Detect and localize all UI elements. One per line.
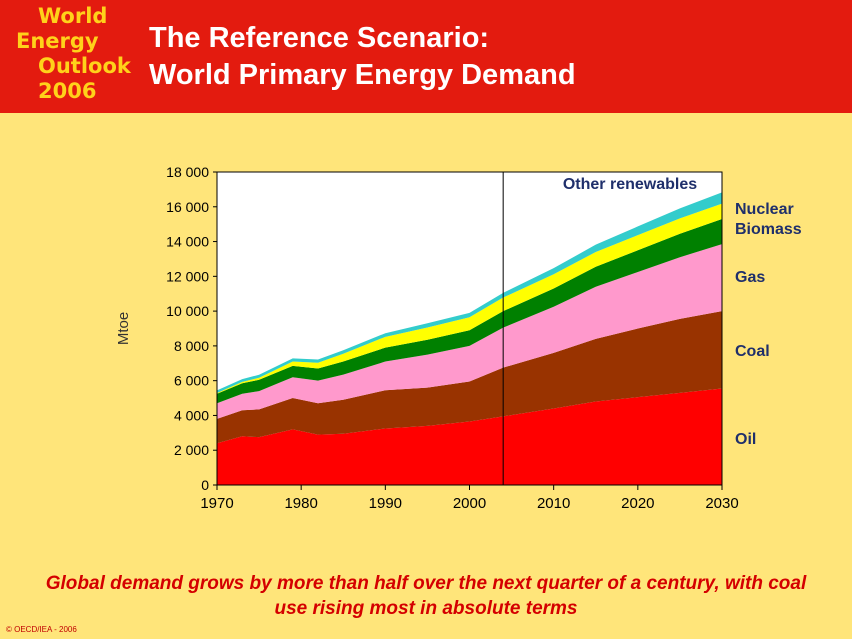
y-tick-label: 2 000 xyxy=(174,442,209,458)
logo-line-3: Outlook xyxy=(38,54,131,78)
slide-title: The Reference Scenario: World Primary En… xyxy=(149,20,576,94)
y-tick-label: 0 xyxy=(201,477,209,493)
area-nuclear xyxy=(217,203,722,394)
area-other-renewables xyxy=(217,192,722,394)
caption: Global demand grows by more than half ov… xyxy=(45,573,807,619)
area-oil xyxy=(217,388,722,485)
x-tick-label: 1970 xyxy=(200,495,233,512)
y-tick-label: 6 000 xyxy=(174,373,209,389)
copyright: © OECD/IEA - 2006 xyxy=(6,625,77,634)
x-tick-label: 2010 xyxy=(537,495,570,512)
x-tick-label: 2000 xyxy=(453,495,486,512)
y-tick-label: 12 000 xyxy=(166,268,209,284)
y-tick-label: 8 000 xyxy=(174,338,209,354)
label-other-renewables: Other renewables xyxy=(563,176,697,193)
title-line-2: World Primary Energy Demand xyxy=(149,59,576,91)
stacked-area-chart: 0 2 000 4 000 6 000 8 000 10 000 12 000 14 000 1… xyxy=(115,164,802,512)
y-tick-label: 10 000 xyxy=(166,303,209,319)
label-oil: Oil xyxy=(735,431,756,448)
x-tick-label: 2030 xyxy=(705,495,738,512)
label-nuclear: Nuclear xyxy=(735,201,794,218)
area-biomass xyxy=(217,218,722,404)
title-line-1: The Reference Scenario: xyxy=(149,22,490,54)
area-coal xyxy=(217,311,722,444)
y-tick-label: 16 000 xyxy=(166,199,209,215)
weo-logo: World Energy Outlook 2006 xyxy=(14,4,131,104)
label-gas: Gas xyxy=(735,269,765,286)
chart-area: 0 2 000 4 000 6 000 8 000 10 000 12 000 14 000 1… xyxy=(0,113,852,563)
header-banner: World Energy Outlook 2006 The Reference … xyxy=(0,0,852,113)
logo-line-1: World xyxy=(38,4,108,28)
x-tick-label: 2020 xyxy=(621,495,654,512)
area-series-group xyxy=(217,172,722,485)
logo-line-4: 2006 xyxy=(38,79,97,103)
series-labels-group: Other renewables Nuclear Biomass Gas Coal Oil xyxy=(563,176,802,448)
x-tick-label: 1980 xyxy=(284,495,317,512)
y-tick-label: 14 000 xyxy=(166,234,209,250)
y-axis-label: Mtoe xyxy=(115,312,132,345)
y-tick-label: 4 000 xyxy=(174,407,209,423)
area-gas xyxy=(217,244,722,419)
x-tick-label: 1990 xyxy=(369,495,402,512)
logo-line-2: Energy xyxy=(16,29,99,53)
label-biomass: Biomass xyxy=(735,221,802,238)
y-tick-label: 18 000 xyxy=(166,164,209,180)
axes-group: 0 2 000 4 000 6 000 8 000 10 000 12 000 14 000 1… xyxy=(115,164,739,512)
label-coal: Coal xyxy=(735,343,770,360)
